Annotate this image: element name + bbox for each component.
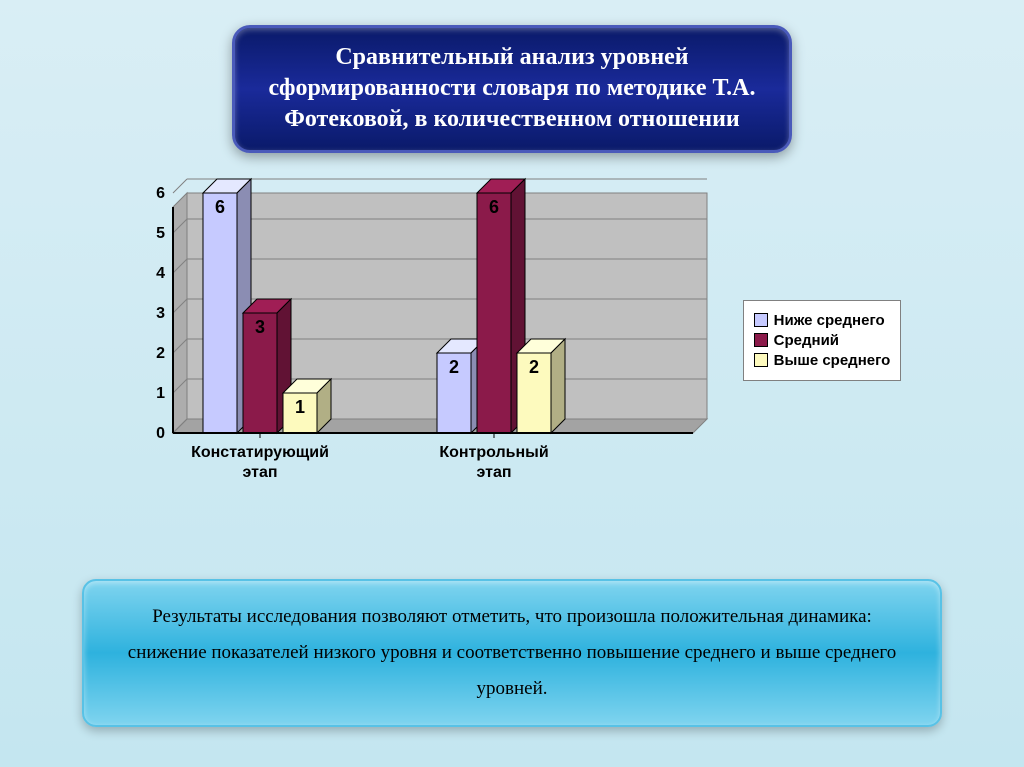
legend-label: Выше среднего (774, 352, 891, 369)
svg-text:1: 1 (295, 397, 305, 417)
svg-text:6: 6 (489, 197, 499, 217)
legend-item: Средний (754, 332, 891, 349)
svg-text:2: 2 (156, 345, 165, 362)
footer-text: Результаты исследования позволяют отмети… (128, 606, 896, 699)
legend-swatch (754, 313, 768, 327)
svg-text:Контрольный: Контрольный (439, 444, 548, 461)
svg-text:4: 4 (156, 265, 165, 282)
svg-text:2: 2 (529, 357, 539, 377)
slide-title: Сравнительный анализ уровней сформирован… (269, 44, 756, 132)
footer-box: Результаты исследования позволяют отмети… (82, 579, 942, 727)
legend-label: Средний (774, 332, 839, 349)
svg-text:этап: этап (242, 464, 277, 481)
svg-text:1: 1 (156, 385, 165, 402)
slide-title-box: Сравнительный анализ уровней сформирован… (232, 25, 792, 153)
legend-swatch (754, 333, 768, 347)
svg-text:3: 3 (255, 317, 265, 337)
svg-text:0: 0 (156, 425, 165, 442)
svg-text:6: 6 (215, 197, 225, 217)
legend-item: Выше среднего (754, 352, 891, 369)
svg-text:6: 6 (156, 185, 165, 202)
legend: Ниже среднего Средний Выше среднего (743, 300, 902, 381)
svg-text:этап: этап (476, 464, 511, 481)
legend-swatch (754, 353, 768, 367)
legend-item: Ниже среднего (754, 312, 891, 329)
svg-text:5: 5 (156, 225, 165, 242)
legend-label: Ниже среднего (774, 312, 885, 329)
bar-chart: 0 1 2 3 4 5 6 6 3 1 Констатирующий этап 2 6 2 Контрольн… (123, 173, 713, 503)
svg-text:2: 2 (449, 357, 459, 377)
svg-text:Констатирующий: Констатирующий (191, 444, 329, 461)
svg-text:3: 3 (156, 305, 165, 322)
chart-area: 0 1 2 3 4 5 6 6 3 1 Констатирующий этап 2 6 2 Контрольн… (40, 173, 984, 508)
chart-container: 0 1 2 3 4 5 6 6 3 1 Констатирующий этап 2 6 2 Контрольн… (123, 173, 713, 508)
